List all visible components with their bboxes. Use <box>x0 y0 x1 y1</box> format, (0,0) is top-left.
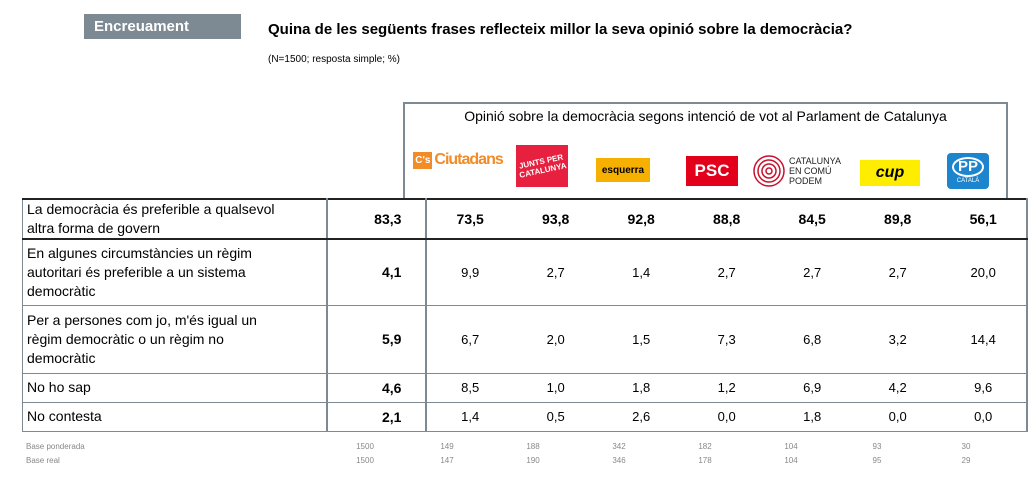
junts-value: 1,0 <box>512 373 599 403</box>
row-label: No contesta <box>21 402 328 432</box>
junts-logo: JUNTS PER CATALUNYA <box>516 145 568 187</box>
catcomu-logo-line1: CATALUNYA <box>789 156 842 166</box>
cup-value: 89,8 <box>854 198 941 240</box>
psc-value: 1,2 <box>683 373 770 403</box>
erc-value: 1,8 <box>598 373 684 403</box>
cs-value: 1,4 <box>426 402 513 432</box>
base-real-junts: 190 <box>526 456 540 465</box>
table-row: No ho sap 4,6 8,5 1,0 1,8 1,2 6,9 4,2 9,… <box>21 373 1028 403</box>
total-value: 5,9 <box>326 305 428 374</box>
base-ponderada-cup: 93 <box>872 442 882 451</box>
base-ponderada-erc: 342 <box>612 442 626 451</box>
total-value: 4,6 <box>326 373 428 403</box>
base-real-cup: 95 <box>872 456 882 465</box>
cs-value: 9,9 <box>426 239 513 306</box>
pp-value: 56,1 <box>940 198 1028 240</box>
catcomu-circles-icon <box>753 155 785 187</box>
base-ponderada-cs: 149 <box>440 442 454 451</box>
cs-value: 6,7 <box>426 305 513 374</box>
catcomu-value: 6,9 <box>769 373 855 403</box>
header-title: Opinió sobre la democràcia segons intenc… <box>464 108 947 124</box>
junts-value: 0,5 <box>512 402 599 432</box>
pp-logo-text: PP <box>951 157 984 177</box>
cs-value: 73,5 <box>426 198 513 240</box>
row-label: No ho sap <box>21 373 328 403</box>
base-real-erc: 346 <box>612 456 626 465</box>
cup-logo: cup <box>860 160 920 186</box>
total-value: 83,3 <box>326 198 428 240</box>
psc-value: 88,8 <box>683 198 770 240</box>
base-ponderada-junts: 188 <box>526 442 540 451</box>
junts-value: 2,0 <box>512 305 599 374</box>
erc-value: 1,4 <box>598 239 684 306</box>
catcomu-logo: CATALUNYA EN COMÚ PODEM <box>752 152 848 190</box>
catcomu-value: 2,7 <box>769 239 855 306</box>
base-real-pp: 29 <box>961 456 971 465</box>
cup-value: 0,0 <box>854 402 941 432</box>
catcomu-value: 6,8 <box>769 305 855 374</box>
junts-logo-text: JUNTS PER CATALUNYA <box>518 152 568 180</box>
table-row: La democràcia és preferible a qualsevol a… <box>21 198 1028 240</box>
ciutadans-logo-prefix: C's <box>413 151 433 169</box>
cup-value: 3,2 <box>854 305 941 374</box>
catcomu-value: 1,8 <box>769 402 855 432</box>
erc-value: 2,6 <box>598 402 684 432</box>
esquerra-logo: esquerra <box>596 158 650 182</box>
base-ponderada-catcomu: 104 <box>784 442 798 451</box>
cup-value: 2,7 <box>854 239 941 306</box>
row-label: La democràcia és preferible a qualsevol a… <box>21 198 328 240</box>
psc-logo-text: PSC <box>694 161 730 180</box>
catcomu-value: 84,5 <box>769 198 855 240</box>
question-title: Quina de les següents frases reflecteix … <box>268 21 853 38</box>
header-box <box>403 102 1008 198</box>
psc-value: 7,3 <box>683 305 770 374</box>
base-ponderada-label: Base ponderada <box>26 442 85 451</box>
base-ponderada-psc: 182 <box>698 442 712 451</box>
psc-logo: PSC <box>686 156 738 186</box>
catcomu-logo-line2: EN COMÚ <box>789 166 832 176</box>
pp-logo-sub: CATALÀ <box>956 178 980 184</box>
base-real-total: 1500 <box>356 456 374 465</box>
psc-value: 0,0 <box>683 402 770 432</box>
row-label: Per a persones com jo, m'és igual un règi… <box>21 305 328 374</box>
results-table: La democràcia és preferible a qualsevol a… <box>21 198 1028 432</box>
cup-value: 4,2 <box>854 373 941 403</box>
base-ponderada-pp: 30 <box>961 442 971 451</box>
base-real-label: Base real <box>26 456 60 465</box>
erc-value: 92,8 <box>598 198 684 240</box>
pp-value: 20,0 <box>940 239 1028 306</box>
pp-value: 14,4 <box>940 305 1028 374</box>
psc-value: 2,7 <box>683 239 770 306</box>
pp-value: 9,6 <box>940 373 1028 403</box>
base-real-catcomu: 104 <box>784 456 798 465</box>
base-real-cs: 147 <box>440 456 454 465</box>
base-ponderada-total: 1500 <box>356 442 374 451</box>
pp-logo: PP CATALÀ <box>947 153 989 189</box>
crosstab-tag: Encreuament <box>84 14 241 39</box>
cup-logo-text: cup <box>875 164 905 181</box>
table-row: En algunes circumstàncies un règim autori… <box>21 239 1028 306</box>
junts-value: 2,7 <box>512 239 599 306</box>
erc-value: 1,5 <box>598 305 684 374</box>
ciutadans-logo: C's Ciutadans <box>412 148 504 172</box>
row-label: En algunes circumstàncies un règim autori… <box>21 239 328 306</box>
cs-value: 8,5 <box>426 373 513 403</box>
total-value: 4,1 <box>326 239 428 306</box>
pp-value: 0,0 <box>940 402 1028 432</box>
table-row: Per a persones com jo, m'és igual un règi… <box>21 305 1028 374</box>
total-value: 2,1 <box>326 402 428 432</box>
base-real-psc: 178 <box>698 456 712 465</box>
ciutadans-logo-text: Ciutadans <box>434 151 503 168</box>
catcomu-logo-line3: PODEM <box>789 176 823 186</box>
esquerra-logo-text: esquerra <box>601 164 645 176</box>
junts-value: 93,8 <box>512 198 599 240</box>
question-subtitle: (N=1500; resposta simple; %) <box>268 54 401 65</box>
table-row: No contesta 2,1 1,4 0,5 2,6 0,0 1,8 0,0 … <box>21 402 1028 432</box>
